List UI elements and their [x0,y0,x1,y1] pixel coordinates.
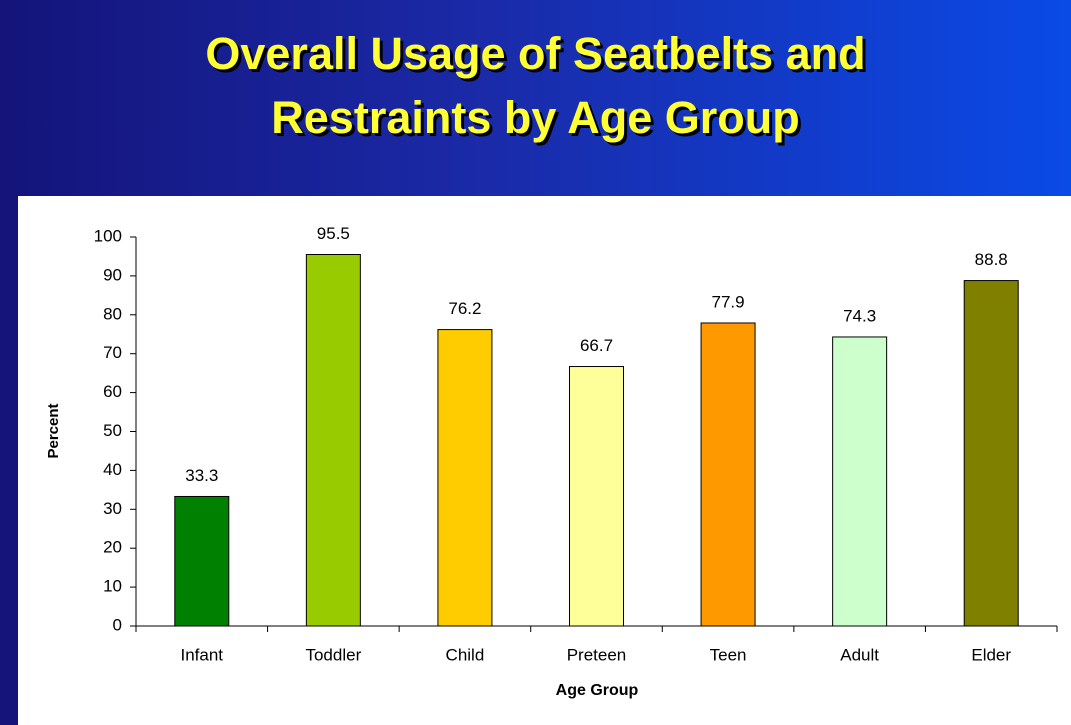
y-tick-label: 60 [103,382,122,401]
bar [437,329,493,627]
x-tick-label: Infant [181,645,224,664]
y-tick-label: 10 [103,577,122,596]
y-tick-label: 100 [94,226,122,245]
y-tick-label: 80 [103,304,122,323]
value-label: 66.7 [580,336,613,355]
value-label: 88.8 [975,250,1008,269]
y-tick-label: 0 [113,615,122,634]
x-tick-label: Child [446,645,485,664]
value-label: 77.9 [712,292,745,311]
bar [305,254,361,627]
y-axis-label: Percent [45,403,62,458]
chart-title: Overall Usage of Seatbelts and Restraint… [205,28,866,143]
x-tick-label: Adult [840,645,879,664]
bar [569,366,624,627]
x-axis-label: Age Group [556,682,639,699]
x-tick-label: Teen [710,645,747,664]
chart-panel [18,196,1071,725]
value-label: 33.3 [185,466,218,485]
y-tick-label: 20 [103,538,122,557]
y-tick-label: 50 [103,421,122,440]
bar [700,322,756,627]
bar [963,280,1019,627]
y-tick-label: 40 [103,460,122,479]
y-tick-label: 30 [103,499,122,518]
value-label: 76.2 [448,299,481,318]
bar [832,336,888,627]
y-tick-label: 70 [103,343,122,362]
value-label: 95.5 [317,224,350,243]
value-label: 74.3 [843,306,876,325]
x-tick-label: Preteen [567,645,627,664]
bar [174,495,230,627]
y-tick-label: 90 [103,265,122,284]
x-tick-label: Toddler [305,645,361,664]
x-tick-label: Elder [971,645,1011,664]
